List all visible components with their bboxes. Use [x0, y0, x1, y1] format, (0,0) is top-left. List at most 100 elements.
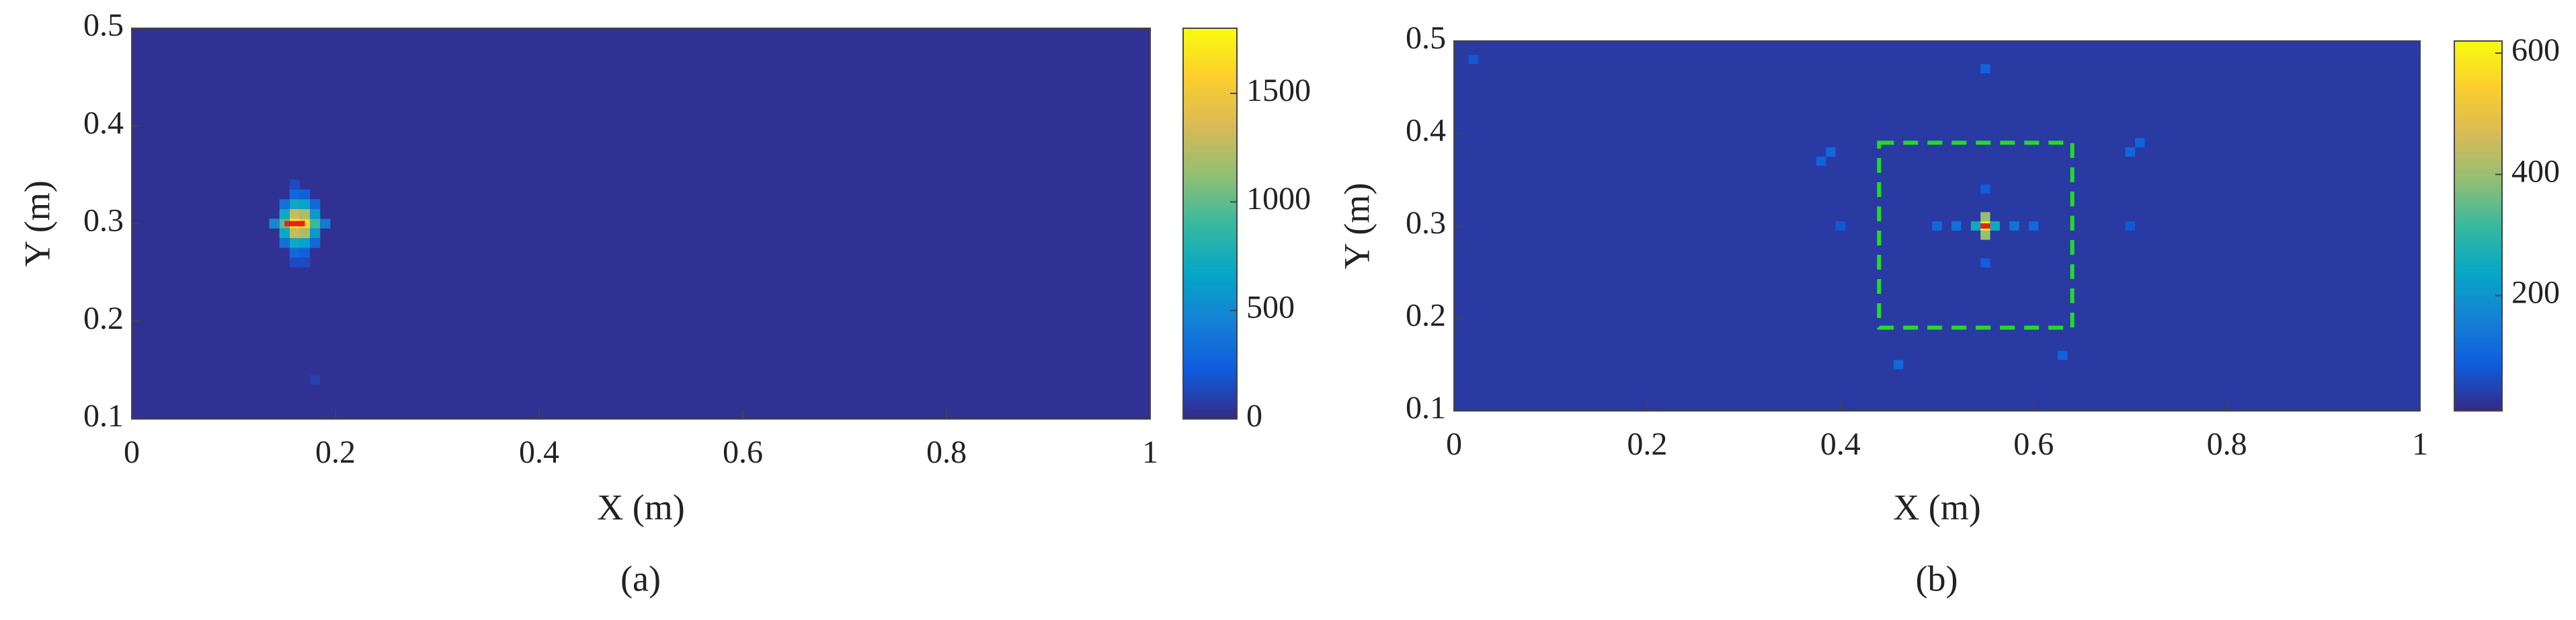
colorbar-step	[2454, 59, 2502, 64]
colorbar-step	[2454, 195, 2502, 199]
colorbar-step	[2454, 164, 2502, 168]
colorbar-step	[2454, 300, 2502, 304]
colorbar-step	[1183, 383, 1237, 387]
colorbar-step	[1183, 126, 1237, 130]
colorbar-step	[2454, 170, 2502, 175]
colorbar-step	[1183, 38, 1237, 42]
colorbar-step	[2454, 112, 2502, 116]
colorbar-step	[1183, 54, 1237, 59]
colorbar-step	[2454, 201, 2502, 205]
x-tick-label: 1	[2412, 426, 2428, 462]
colorbar-step	[2454, 192, 2502, 196]
colorbar-step	[2454, 309, 2502, 313]
colorbar-step	[1183, 347, 1237, 352]
colorbar-step	[2454, 176, 2502, 181]
heatmap-cell	[299, 208, 311, 219]
x-tick-label: 0.2	[315, 434, 356, 470]
heatmap-cell	[1826, 147, 1836, 157]
colorbar-step	[2454, 352, 2502, 356]
colorbar-step	[1183, 158, 1237, 163]
colorbar-step	[1183, 288, 1237, 293]
colorbar-step	[1183, 350, 1237, 355]
colorbar-step	[2454, 383, 2502, 387]
colorbar-step	[2454, 340, 2502, 344]
colorbar-step	[2454, 115, 2502, 119]
colorbar-step	[2454, 247, 2502, 251]
colorbar-step	[1183, 83, 1237, 88]
colorbar-step	[1183, 253, 1237, 257]
heatmap-cell	[289, 247, 300, 258]
colorbar-step	[2454, 377, 2502, 381]
colorbar-step	[2454, 281, 2502, 286]
colorbar-step	[2454, 124, 2502, 128]
heatmap-cell	[1816, 156, 1826, 166]
colorbar-step	[2454, 303, 2502, 307]
heatmap-cell	[310, 228, 321, 239]
colorbar-step	[2454, 41, 2502, 45]
colorbar-step	[2454, 401, 2502, 405]
colorbar-step	[1183, 171, 1237, 176]
heatmap-cell	[1835, 221, 1845, 231]
colorbar-step	[2454, 90, 2502, 94]
y-tick-label: 0.3	[83, 203, 124, 239]
colorbar-step	[1183, 377, 1237, 381]
y-tick-label: 0.5	[83, 7, 124, 43]
heatmap-cell	[2009, 221, 2019, 231]
colorbar-step	[2454, 219, 2502, 224]
colorbar-step	[2454, 293, 2502, 298]
colorbar-step	[1183, 344, 1237, 348]
colorbar-step	[1183, 256, 1237, 260]
colorbar-step	[1183, 89, 1237, 94]
colorbar-step	[1183, 93, 1237, 98]
colorbar-step	[2454, 367, 2502, 372]
heatmap-cell	[2135, 138, 2145, 148]
colorbar-step	[1183, 239, 1237, 244]
colorbar-step	[2454, 297, 2502, 301]
heatmap-cell	[1980, 184, 1990, 194]
colorbar-step	[1183, 386, 1237, 391]
colorbar-step	[2454, 312, 2502, 316]
heatmap-cell	[299, 189, 311, 200]
colorbar-step	[2454, 254, 2502, 258]
colorbar-step	[2454, 250, 2502, 255]
x-axis-label: X (m)	[1893, 487, 1980, 527]
heatmap-cell	[269, 219, 280, 229]
colorbar-step	[1183, 360, 1237, 364]
colorbar-step	[1183, 191, 1237, 195]
colorbar-step	[1183, 370, 1237, 375]
colorbar-step	[2454, 272, 2502, 276]
colorbar-step	[1183, 305, 1237, 309]
colorbar-step	[1183, 106, 1237, 111]
colorbar-step	[1183, 282, 1237, 286]
colorbar-step	[1183, 87, 1237, 91]
colorbar-step	[1183, 135, 1237, 140]
heatmap-cell	[310, 219, 321, 229]
colorbar-step	[1183, 50, 1237, 55]
colorbar-step	[2454, 392, 2502, 397]
heatmap-cell	[289, 228, 300, 239]
colorbar-step	[1183, 269, 1237, 274]
colorbar-step	[2454, 232, 2502, 236]
colorbar-step	[1183, 396, 1237, 400]
heatmap-cell	[289, 258, 300, 268]
colorbar-step	[2454, 127, 2502, 131]
colorbar-step	[1183, 103, 1237, 108]
colorbar-step	[1183, 112, 1237, 117]
heatmap-cell	[2029, 221, 2039, 231]
colorbar-step	[2454, 93, 2502, 98]
colorbar-step	[2454, 69, 2502, 73]
x-tick-label: 0.6	[2013, 426, 2054, 462]
colorbar-tick-label: 1500	[1246, 73, 1311, 108]
colorbar-step	[1183, 165, 1237, 169]
colorbar-step	[1183, 402, 1237, 407]
colorbar-step	[1183, 373, 1237, 378]
heatmap-cell	[289, 199, 300, 209]
heatmap-cell	[310, 208, 321, 219]
colorbar-step	[1183, 122, 1237, 127]
colorbar-step	[1183, 243, 1237, 247]
colorbar-step	[2454, 47, 2502, 51]
colorbar-step	[1183, 70, 1237, 75]
colorbar-step	[1183, 73, 1237, 78]
x-tick-label: 0	[1446, 426, 1462, 462]
